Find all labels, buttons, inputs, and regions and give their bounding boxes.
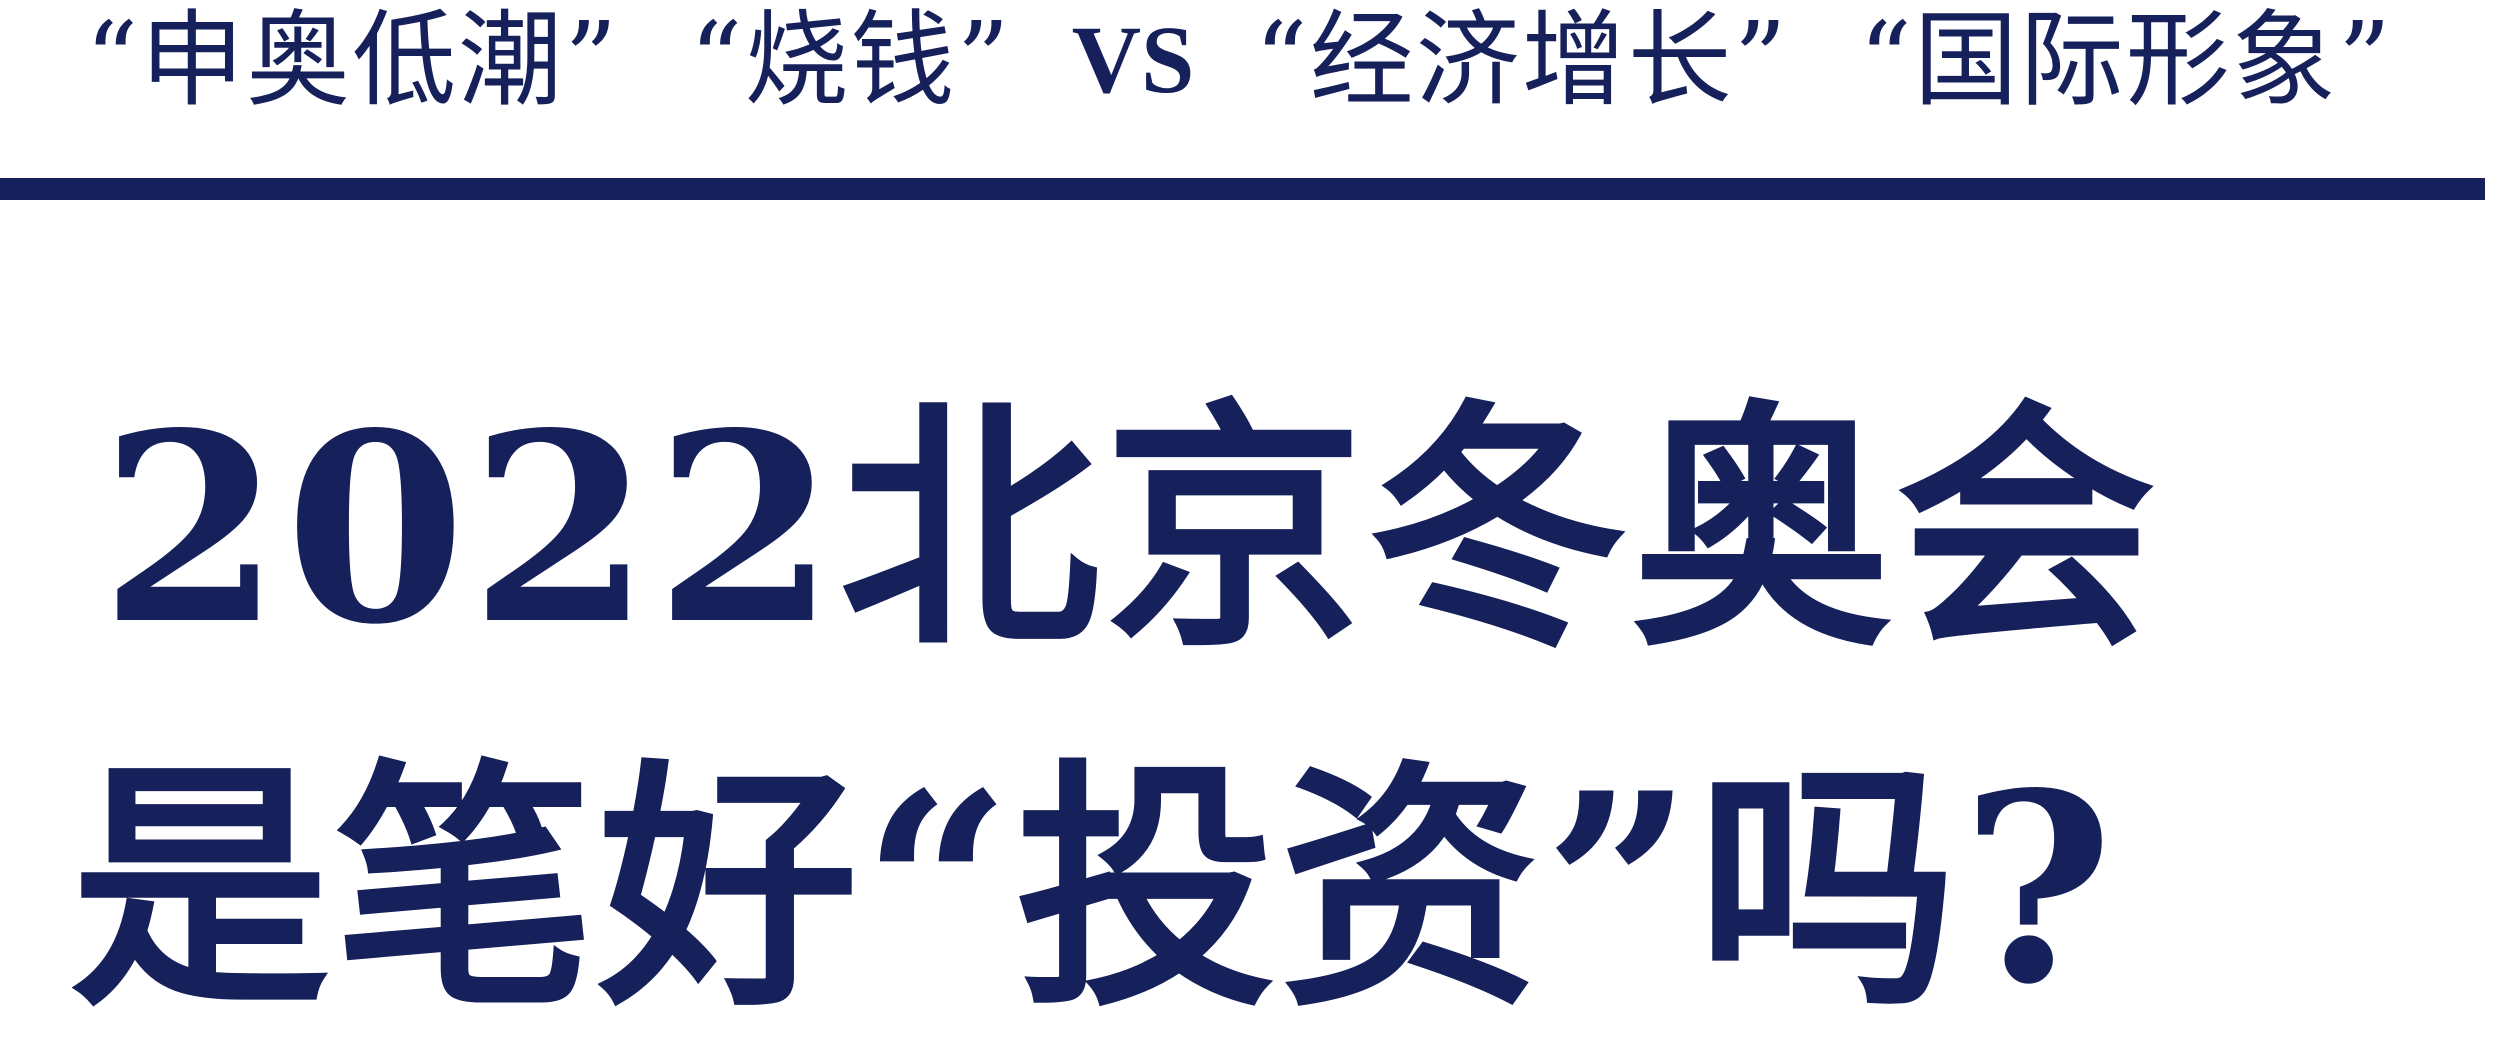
- headline-line-1: 2022北京冬奥会: [100, 377, 2160, 682]
- subtitle-phrase-burning-money: “烧钱”: [689, 0, 1012, 121]
- headline-line-2: 是笔好“投资”吗?: [70, 737, 2118, 1042]
- divider-rule: [0, 178, 2485, 200]
- subtitle-phrase-bid-slump: “申奥低潮”: [85, 0, 620, 121]
- subtitle-phrase-economic-growth: “经济增长”: [1254, 0, 1789, 121]
- subtitle-vs: VS: [1071, 6, 1195, 113]
- subtitle-phrase-international-image: “国际形象”: [1858, 0, 2394, 121]
- subtitle: “申奥低潮” “烧钱” VS “经济增长” “国际形象”: [85, 0, 2465, 120]
